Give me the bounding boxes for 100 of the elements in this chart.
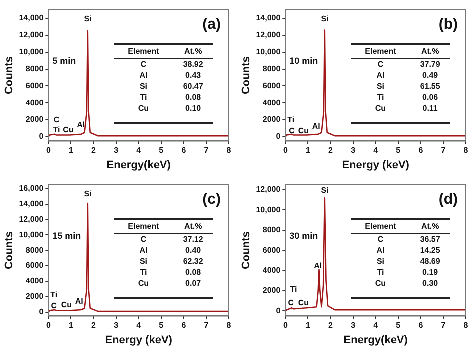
y-tick-label: 14,000: [19, 199, 44, 208]
annotation: 0.11: [422, 102, 439, 115]
annotation: Ti: [290, 285, 298, 294]
x-tick-label: 5: [159, 321, 164, 330]
x-tick-label: 2: [92, 146, 97, 156]
y-tick-label: 4000: [26, 98, 44, 108]
annotation: 0.49: [422, 70, 440, 81]
annotation: Al: [138, 70, 149, 81]
annotation: Al: [77, 120, 86, 130]
y-tick-label: 8000: [262, 226, 282, 235]
x-tick-label: 7: [204, 146, 210, 156]
y-tick-label: 10,000: [256, 48, 282, 57]
annotation: C: [289, 126, 296, 136]
x-tick-label: 5: [396, 321, 402, 330]
y-tick-label: 0: [39, 132, 44, 142]
annotation: 0.43: [184, 70, 202, 81]
y-axis-title: Counts: [240, 232, 253, 270]
y-tick-label: 12,000: [256, 185, 282, 194]
y-tick-label: 4000: [26, 276, 44, 286]
annotation: Si: [84, 14, 92, 24]
x-tick-label: 3: [114, 146, 120, 156]
annotation: 0.30: [422, 278, 440, 290]
annotation: 38.92: [182, 58, 204, 70]
y-tick-label: 6000: [26, 261, 44, 270]
x-tick-label: 3: [351, 321, 356, 330]
x-axis-title: Energy(keV): [106, 159, 172, 172]
annotation: (b): [438, 16, 458, 33]
y-tick-label: 10,000: [19, 230, 44, 240]
x-tick-label: 4: [136, 321, 142, 330]
annotation: At.%: [183, 220, 204, 233]
annotation: 61.55: [419, 80, 442, 92]
y-tick-label: 0: [276, 132, 282, 142]
y-tick-label: 16,000: [19, 184, 44, 194]
annotation: 37.12: [182, 234, 204, 245]
x-tick-label: 2: [92, 321, 97, 330]
x-tick-label: 4: [136, 146, 142, 156]
annotation: 0.19: [422, 266, 440, 278]
annotation: 0.08: [184, 92, 202, 103]
annotation: Al: [75, 296, 84, 306]
x-tick-label: 8: [226, 321, 232, 330]
annotation: Si: [84, 189, 92, 198]
y-tick-label: 12,000: [19, 30, 44, 40]
x-tick-label: 7: [441, 321, 446, 330]
annotation: Al: [376, 244, 386, 256]
annotation: (d): [438, 191, 458, 208]
annotation: Cu: [61, 300, 72, 310]
annotation: (a): [202, 16, 221, 33]
y-tick-label: 8000: [26, 64, 44, 74]
y-tick-label: 0: [276, 306, 282, 316]
y-tick-label: 6000: [26, 81, 44, 90]
annotation: Si: [321, 14, 329, 24]
y-tick-label: 14,000: [256, 14, 282, 23]
annotation: C: [376, 58, 385, 70]
annotation: Ti: [139, 92, 148, 103]
y-tick-label: 0: [39, 308, 44, 317]
annotation: Si: [376, 256, 386, 267]
y-tick-label: 8000: [262, 64, 282, 74]
annotation: 36.57: [419, 234, 442, 245]
annotation: C: [51, 302, 58, 311]
x-tick-label: 0: [283, 321, 288, 330]
annotation: Ti: [376, 92, 386, 103]
annotation: 0.07: [184, 278, 202, 290]
annotation: Ti: [53, 125, 60, 134]
annotation: 0.10: [184, 102, 202, 115]
y-tick-label: 10,000: [19, 48, 44, 57]
annotation: C: [140, 58, 148, 70]
annotation: 30 min: [290, 231, 318, 242]
y-tick-label: 6000: [262, 81, 282, 90]
x-tick-label: 1: [68, 146, 74, 156]
x-tick-label: 8: [464, 146, 469, 156]
x-tick-label: 2: [328, 321, 334, 330]
y-tick-label: 4000: [262, 266, 282, 275]
annotation: At.%: [420, 46, 440, 58]
x-tick-label: 8: [464, 321, 469, 330]
annotation: Ti: [50, 290, 58, 300]
y-tick-label: 10,000: [256, 205, 282, 214]
annotation: C: [288, 298, 294, 308]
x-axis-title: Energy (keV): [105, 334, 173, 346]
annotation: Ti: [288, 115, 295, 124]
annotation: Al: [312, 122, 320, 131]
annotation: Cu: [63, 125, 74, 134]
annotation: 14.25: [419, 244, 442, 256]
x-tick-label: 6: [182, 146, 187, 156]
annotation: 10 min: [290, 56, 318, 66]
annotation: Cu: [298, 298, 310, 308]
x-tick-label: 0: [46, 146, 52, 156]
annotation: Si: [321, 186, 329, 196]
x-tick-label: 5: [396, 146, 402, 156]
annotation: 48.69: [419, 256, 442, 267]
annotation: Si: [138, 80, 149, 92]
annotation: Cu: [374, 278, 388, 290]
annotation: C: [54, 115, 60, 124]
annotation: 15 min: [52, 231, 82, 242]
y-tick-label: 2000: [262, 286, 282, 296]
x-tick-label: 8: [226, 146, 232, 156]
annotation: Element: [364, 46, 398, 58]
annotation: 62.32: [182, 256, 204, 267]
y-tick-label: 12,000: [256, 30, 282, 40]
annotation: Ti: [139, 266, 148, 278]
y-tick-label: 14,000: [19, 14, 44, 23]
